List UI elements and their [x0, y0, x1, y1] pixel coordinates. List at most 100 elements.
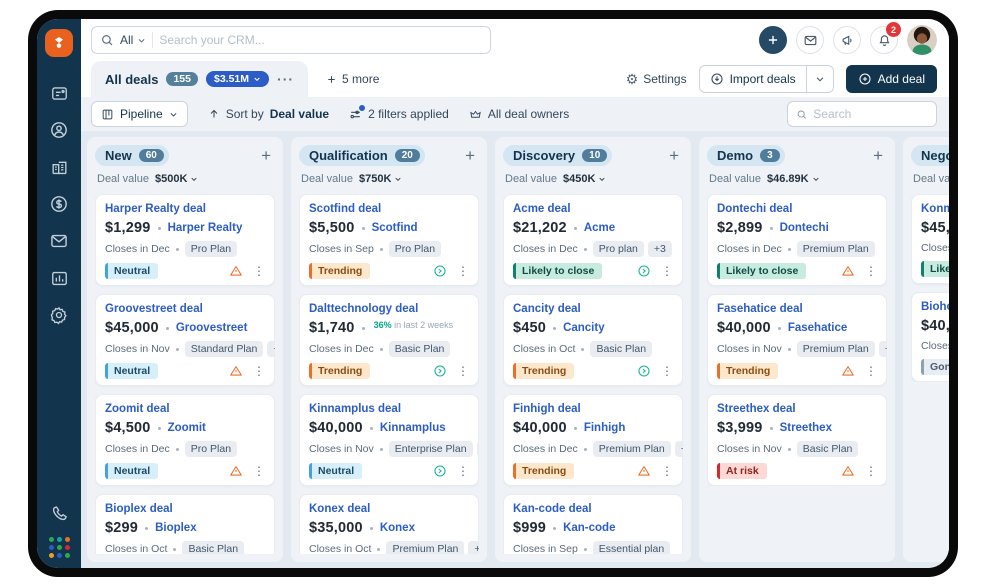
accounts-icon[interactable]	[49, 157, 69, 177]
deal-card[interactable]: Acme deal $21,202 Acme Closes in Dec Pro…	[503, 194, 683, 286]
view-mode-dropdown[interactable]: Pipeline	[91, 101, 188, 127]
deal-title[interactable]: Dalttechnology deal	[309, 303, 419, 315]
column-deal-value-dropdown[interactable]: $46.89K	[767, 173, 820, 185]
deal-title[interactable]: Konmatfix deal	[921, 203, 949, 215]
column-add-deal-button[interactable]: +	[465, 146, 475, 165]
settings-button[interactable]: ⚙ Settings	[626, 72, 687, 86]
deal-company-link[interactable]: Scotfind	[371, 222, 418, 234]
card-menu-button[interactable]: ⋮	[865, 464, 877, 478]
deal-company-link[interactable]: Fasehatice	[787, 322, 848, 334]
global-search-input[interactable]	[159, 33, 482, 47]
deal-title[interactable]: Kan-code deal	[513, 503, 592, 515]
user-avatar[interactable]	[907, 25, 937, 55]
column-deal-value-dropdown[interactable]: $450K	[563, 173, 606, 185]
deal-card[interactable]: Konmatfix deal $45,000 Closes in Oct Lik…	[911, 194, 949, 284]
card-menu-button[interactable]: ⋮	[253, 464, 265, 478]
column-add-deal-button[interactable]: +	[873, 146, 883, 165]
card-menu-button[interactable]: ⋮	[457, 364, 469, 378]
card-menu-button[interactable]: ⋮	[253, 264, 265, 278]
deal-title[interactable]: Acme deal	[513, 203, 571, 215]
deal-title[interactable]: Finhigh deal	[513, 403, 581, 415]
deal-title[interactable]: Dontechi deal	[717, 203, 793, 215]
deal-company-link[interactable]: Konex	[379, 522, 415, 534]
card-menu-button[interactable]: ⋮	[865, 264, 877, 278]
deal-owners-control[interactable]: All deal owners	[469, 107, 569, 121]
card-menu-button[interactable]: ⋮	[661, 264, 673, 278]
deal-card[interactable]: Streethex deal $3,999 Streethex Closes i…	[707, 394, 887, 486]
deal-title[interactable]: Konex deal	[309, 503, 371, 515]
deal-company-link[interactable]: Streethex	[779, 422, 832, 434]
card-menu-button[interactable]: ⋮	[865, 364, 877, 378]
deal-company-link[interactable]: Kan-code	[563, 522, 616, 534]
more-tabs-button[interactable]: 5 more	[326, 72, 379, 86]
deal-company-link[interactable]: Bioplex	[155, 522, 197, 534]
deal-title[interactable]: Zoomit deal	[105, 403, 170, 415]
deal-title[interactable]: Bioholding deal	[921, 301, 949, 313]
card-menu-button[interactable]: ⋮	[457, 464, 469, 478]
deal-title[interactable]: Groovestreet deal	[105, 303, 203, 315]
deal-company-link[interactable]: Harper Realty	[167, 222, 243, 234]
import-deals-button[interactable]: Import deals	[698, 65, 807, 93]
column-add-deal-button[interactable]: +	[261, 146, 271, 165]
announcements-button[interactable]	[833, 26, 861, 54]
conversations-icon[interactable]	[49, 83, 69, 103]
admin-settings-icon[interactable]	[49, 305, 69, 325]
deal-title[interactable]: Kinnamplus deal	[309, 403, 402, 415]
deal-card[interactable]: Zoomit deal $4,500 Zoomit Closes in Dec …	[95, 394, 275, 486]
deal-company-link[interactable]: Cancity	[563, 322, 605, 334]
deal-card[interactable]: Fasehatice deal $40,000 Fasehatice Close…	[707, 294, 887, 386]
deal-card[interactable]: Kinnamplus deal $40,000 Kinnamplus Close…	[299, 394, 479, 486]
deal-card[interactable]: Bioplex deal $299 Bioplex Closes in Oct …	[95, 494, 275, 554]
global-search[interactable]: All	[91, 26, 491, 54]
phone-icon[interactable]	[49, 503, 69, 523]
search-scope-dropdown[interactable]: All	[120, 33, 146, 47]
deal-card[interactable]: Dalttechnology deal $1,740 36% in last 2…	[299, 294, 479, 386]
column-deal-value-dropdown[interactable]: $750K	[359, 173, 402, 185]
deal-card[interactable]: Scotfind deal $5,500 Scotfind Closes in …	[299, 194, 479, 286]
notifications-button[interactable]: 2	[870, 22, 901, 54]
tab-options-button[interactable]: ···	[277, 71, 295, 87]
deal-card[interactable]: Harper Realty deal $1,299 Harper Realty …	[95, 194, 275, 286]
deal-card[interactable]: Bioholding deal $40,000 Closes in Oct Go…	[911, 292, 949, 382]
freshworks-logo-icon[interactable]	[45, 29, 73, 57]
deal-company-link[interactable]: Finhigh	[583, 422, 626, 434]
deal-card[interactable]: Konex deal $35,000 Konex Closes in Oct P…	[299, 494, 479, 554]
board-search-input[interactable]	[813, 107, 928, 121]
deal-card[interactable]: Kan-code deal $999 Kan-code Closes in Se…	[503, 494, 683, 554]
email-icon[interactable]	[49, 231, 69, 251]
deal-company-link[interactable]: Acme	[583, 222, 616, 234]
deal-company-link[interactable]: Zoomit	[167, 422, 206, 434]
tab-all-deals[interactable]: All deals 155 $3.51M ···	[91, 61, 309, 97]
email-inbox-button[interactable]	[796, 26, 824, 54]
deal-card[interactable]: Dontechi deal $2,899 Dontechi Closes in …	[707, 194, 887, 286]
column-deal-value-dropdown[interactable]: $500K	[155, 173, 198, 185]
deal-company-link[interactable]: Kinnamplus	[379, 422, 446, 434]
deal-title[interactable]: Fasehatice deal	[717, 303, 803, 315]
quick-add-button[interactable]	[759, 26, 787, 54]
total-value-pill[interactable]: $3.51M	[206, 71, 270, 87]
deal-title[interactable]: Bioplex deal	[105, 503, 173, 515]
deal-company-link[interactable]: Dontechi	[779, 222, 829, 234]
deal-company-link[interactable]: Groovestreet	[175, 322, 248, 334]
deal-card[interactable]: Groovestreet deal $45,000 Groovestreet C…	[95, 294, 275, 386]
card-menu-button[interactable]: ⋮	[457, 264, 469, 278]
deal-title[interactable]: Harper Realty deal	[105, 203, 206, 215]
analytics-icon[interactable]	[49, 268, 69, 288]
deal-title[interactable]: Streethex deal	[717, 403, 796, 415]
deals-icon[interactable]	[49, 194, 69, 214]
apps-switcher-icon[interactable]	[48, 537, 70, 558]
contacts-icon[interactable]	[49, 120, 69, 140]
deal-card[interactable]: Finhigh deal $40,000 Finhigh Closes in D…	[503, 394, 683, 486]
card-menu-button[interactable]: ⋮	[661, 464, 673, 478]
card-menu-button[interactable]: ⋮	[661, 364, 673, 378]
deal-title[interactable]: Scotfind deal	[309, 203, 382, 215]
deal-card[interactable]: Cancity deal $450 Cancity Closes in Oct …	[503, 294, 683, 386]
card-menu-button[interactable]: ⋮	[253, 364, 265, 378]
filters-control[interactable]: 2 filters applied	[349, 104, 449, 121]
import-options-button[interactable]	[806, 65, 834, 93]
sort-control[interactable]: Sort by Deal value	[208, 107, 329, 121]
add-deal-button[interactable]: Add deal	[845, 65, 937, 93]
column-add-deal-button[interactable]: +	[669, 146, 679, 165]
board-search[interactable]	[787, 101, 937, 127]
deal-title[interactable]: Cancity deal	[513, 303, 581, 315]
